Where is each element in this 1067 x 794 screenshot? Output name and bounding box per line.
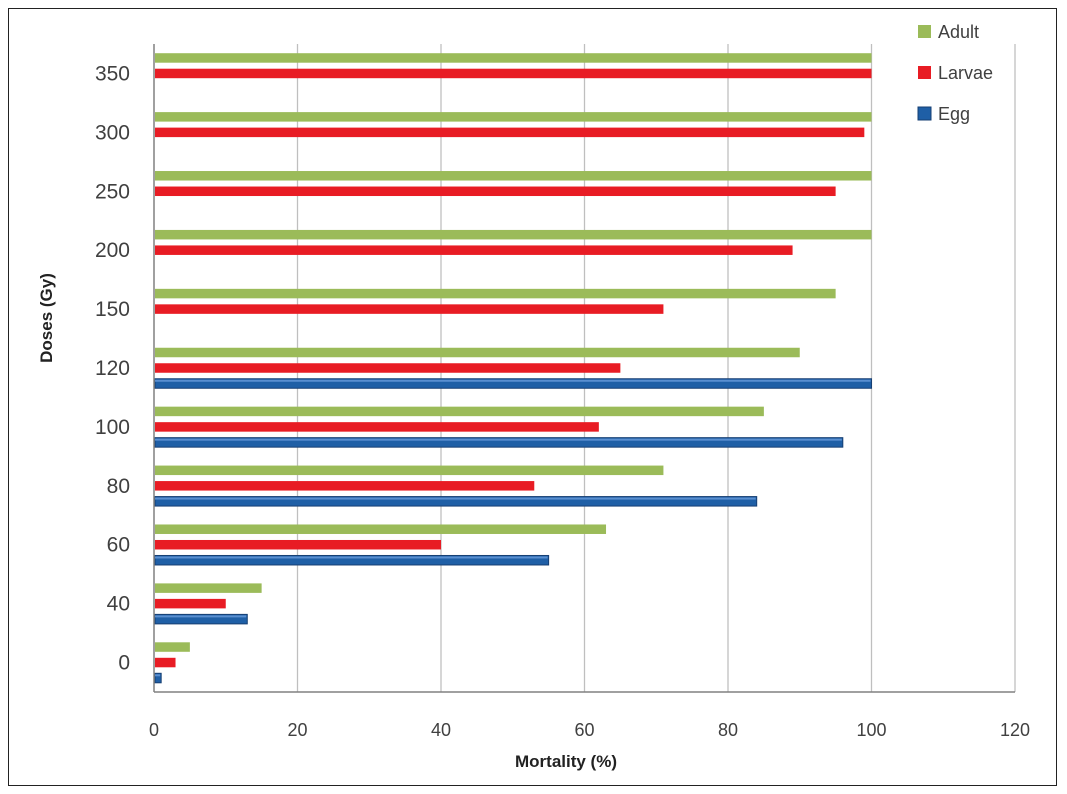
x-tick-80: 80 — [718, 720, 738, 740]
bar-egg-highlight-40 — [155, 615, 247, 618]
y-tick-80: 80 — [107, 475, 130, 498]
bars — [154, 53, 872, 684]
bar-larvae-60 — [155, 539, 441, 550]
y-tick-150: 150 — [95, 298, 130, 321]
y-axis-title: Doses (Gy) — [37, 273, 56, 363]
legend-swatch-larvae — [918, 66, 931, 79]
bar-egg-60 — [154, 554, 550, 566]
bar-adult-200 — [155, 229, 872, 240]
x-tick-40: 40 — [431, 720, 451, 740]
gridlines — [296, 44, 1016, 692]
bar-larvae-200 — [155, 245, 793, 255]
y-tick-300: 300 — [95, 121, 130, 144]
x-axis-title: Mortality (%) — [515, 752, 617, 771]
bar-adult-60 — [155, 524, 607, 534]
bar-larvae-150 — [155, 304, 664, 314]
x-tick-labels: 0 20 40 60 80 100 120 — [149, 720, 1030, 740]
legend-label-egg: Egg — [938, 104, 970, 124]
bar-egg-80 — [154, 496, 758, 507]
y-tick-200: 200 — [95, 239, 130, 262]
y-tick-40: 40 — [107, 593, 130, 616]
y-tick-100: 100 — [95, 416, 130, 439]
legend-swatch-egg — [917, 106, 932, 121]
y-tick-labels: 0 40 60 80 100 120 150 200 250 300 350 — [95, 62, 130, 674]
x-tick-60: 60 — [574, 720, 594, 740]
bar-adult-40 — [155, 583, 262, 593]
bar-larvae-40 — [155, 598, 226, 609]
y-tick-0: 0 — [118, 652, 130, 675]
bar-egg-highlight-100 — [155, 438, 842, 441]
bar-adult-250 — [155, 171, 872, 181]
y-tick-120: 120 — [95, 357, 130, 380]
bar-egg-0 — [154, 672, 162, 684]
bar-adult-120 — [155, 347, 800, 358]
y-tick-250: 250 — [95, 180, 130, 203]
legend-label-larvae: Larvae — [938, 63, 993, 83]
x-tick-20: 20 — [287, 720, 307, 740]
bar-adult-80 — [155, 465, 664, 476]
bar-adult-150 — [155, 288, 836, 299]
x-tick-100: 100 — [856, 720, 886, 740]
bar-egg-highlight-80 — [155, 497, 756, 500]
y-tick-350: 350 — [95, 62, 130, 85]
bar-larvae-250 — [155, 186, 836, 197]
bar-larvae-120 — [155, 363, 621, 373]
bar-larvae-80 — [155, 481, 535, 491]
bar-egg-highlight-120 — [155, 379, 871, 382]
bar-egg-100 — [154, 437, 844, 448]
bar-adult-300 — [155, 112, 872, 122]
bar-egg-highlight-0 — [155, 674, 161, 677]
bar-egg-highlight-60 — [155, 556, 548, 559]
bar-larvae-350 — [155, 68, 872, 79]
bar-egg-120 — [154, 378, 872, 389]
bar-adult-350 — [155, 53, 872, 63]
legend: Adult Larvae Egg — [917, 22, 993, 124]
bar-larvae-0 — [155, 657, 176, 668]
bar-adult-100 — [155, 406, 764, 417]
chart-frame — [8, 8, 1057, 786]
legend-swatch-adult — [918, 25, 931, 38]
bar-adult-0 — [155, 642, 190, 652]
x-tick-120: 120 — [1000, 720, 1030, 740]
legend-label-adult: Adult — [938, 22, 979, 42]
y-tick-60: 60 — [107, 534, 130, 557]
bar-egg-40 — [154, 613, 248, 625]
x-tick-0: 0 — [149, 720, 159, 740]
bar-larvae-100 — [155, 422, 599, 432]
bar-larvae-300 — [155, 127, 865, 138]
